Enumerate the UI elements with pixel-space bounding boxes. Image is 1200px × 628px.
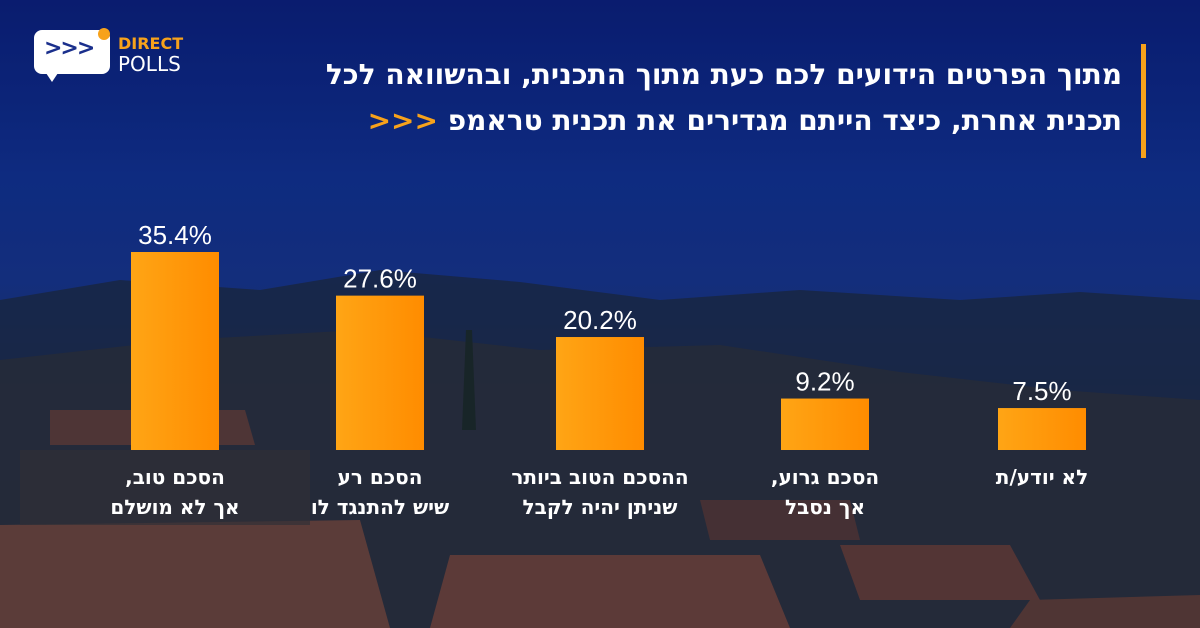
wall-left	[20, 450, 310, 525]
value-label-2: 27.6%	[343, 264, 417, 294]
roof-center	[430, 555, 790, 628]
bar-2	[336, 295, 424, 450]
title-arrows-icon: <<<	[367, 104, 438, 137]
value-label-3: 20.2%	[563, 305, 637, 335]
category-label-2-line-2: שיש להתנגד לו	[311, 495, 449, 519]
bar-5	[998, 408, 1086, 450]
category-label-3-line-1: ההסכם הטוב ביותר	[511, 465, 688, 489]
title-line-2: תכנית אחרת, כיצד הייתם מגדירים את תכנית …	[242, 98, 1122, 144]
logo-bubble-tail	[44, 70, 60, 82]
bar-4	[781, 398, 869, 450]
roof-left	[0, 520, 390, 628]
category-label-4-line-1: הסכם גרוע,	[771, 465, 879, 489]
direct-polls-logo: >>> DIRECT POLLS	[34, 28, 194, 90]
value-label-4: 9.2%	[795, 367, 854, 397]
title-line-2-text: תכנית אחרת, כיצד הייתם מגדירים את תכנית …	[447, 104, 1122, 137]
tree-cypress	[462, 330, 476, 430]
title-line-1: מתוך הפרטים הידועים לכם כעת מתוך התכנית,…	[325, 58, 1122, 91]
logo-arrows-icon: >>>	[44, 36, 95, 61]
bar-3	[556, 337, 644, 450]
roof-right-far	[700, 500, 860, 540]
roof-far-right	[1010, 595, 1200, 628]
category-label-1-line-2: אך לא מושלם	[110, 495, 239, 519]
logo-dot	[98, 28, 110, 40]
logo-text-polls: POLLS	[118, 52, 181, 76]
value-label-5: 7.5%	[1012, 376, 1071, 406]
value-label-1: 35.4%	[138, 220, 212, 250]
category-label-3-line-2: שניתן יהיה לקבל	[523, 495, 678, 519]
logo-text-direct: DIRECT	[118, 34, 184, 53]
category-label-5-line-1: לא יודע/ת	[996, 465, 1088, 489]
roof-right	[840, 545, 1040, 600]
poll-question-title: מתוך הפרטים הידועים לכם כעת מתוך התכנית,…	[242, 52, 1122, 144]
title-accent-bar	[1141, 44, 1146, 158]
bar-1	[131, 252, 219, 450]
category-label-2-line-1: הסכם רע	[338, 465, 423, 489]
category-label-1-line-1: הסכם טוב,	[125, 465, 225, 489]
logo-speech-bubble	[34, 30, 110, 74]
category-label-4-line-2: אך נסבל	[785, 495, 865, 519]
